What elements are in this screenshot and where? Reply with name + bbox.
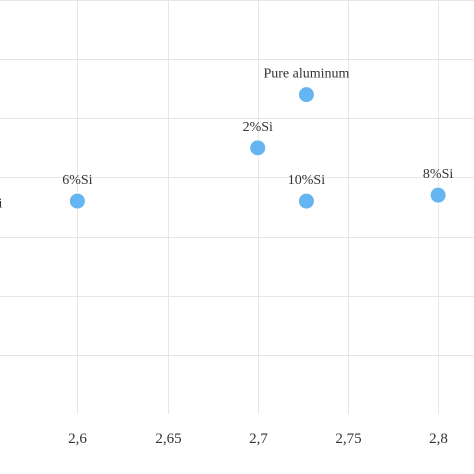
x-tick-label: 2,55 <box>0 431 1 447</box>
x-tick-label: 2,6 <box>68 431 87 447</box>
x-tick-label: 2,65 <box>155 431 181 447</box>
data-point-label: 8%Si <box>423 167 453 182</box>
data-point <box>297 86 315 104</box>
x-tick-label: 2,75 <box>335 431 361 447</box>
data-point <box>429 186 447 204</box>
data-points <box>68 86 447 210</box>
data-point-label: Pure aluminum <box>263 67 349 82</box>
data-point-label: 10%Si <box>288 173 325 188</box>
x-tick-label: 2,8 <box>429 431 448 447</box>
data-point-label: 2%Si <box>243 120 273 135</box>
grid <box>0 0 474 414</box>
data-point <box>68 192 86 210</box>
data-point <box>297 192 315 210</box>
data-point-label: 6%Si <box>62 173 92 188</box>
x-axis-tick-labels: 2,55 2,6 2,65 2,7 2,75 2,8 <box>0 431 448 447</box>
point-labels: 4%Si 6%Si 2%Si Pure aluminum 10%Si 8%Si <box>0 67 453 212</box>
x-tick-label: 2,7 <box>249 431 268 447</box>
data-point-label: 4%Si <box>0 197 2 212</box>
data-point <box>249 139 267 157</box>
